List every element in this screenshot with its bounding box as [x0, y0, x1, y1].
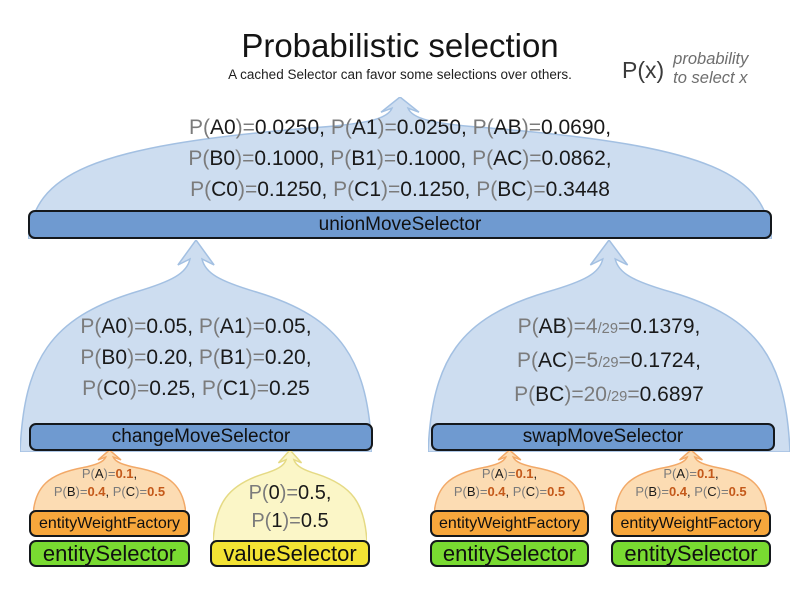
entity-weight-factory-bar: entityWeightFactory [29, 510, 190, 537]
change-probability-line: P(A0)=0.05, P(A1)=0.05, [80, 315, 312, 338]
union-probability-line: P(B0)=0.1000, P(B1)=0.1000, P(AC)=0.0862… [188, 147, 612, 170]
entity-selector-bar: entitySelector [29, 540, 190, 567]
change-probabilities: P(A0)=0.05, P(A1)=0.05, P(B0)=0.20, P(B1… [20, 311, 372, 404]
swap-move-selector-bar: swapMoveSelector [431, 423, 775, 451]
entity-weight-probability-line: P(B)=0.4, P(C)=0.5 [453, 484, 566, 499]
dome-shape [20, 240, 372, 452]
entity-weight-dome [615, 450, 767, 515]
union-probability-line: P(C0)=0.1250, P(C1)=0.1250, P(BC)=0.3448 [190, 178, 610, 201]
swap-probability-line: P(AC)=5/29=0.1724, [517, 349, 701, 372]
union-move-selector-bar: unionMoveSelector [28, 210, 772, 239]
change-distribution-dome [20, 240, 372, 452]
entity-weight-factory-bar: entityWeightFactory [430, 510, 589, 537]
page-title: Probabilistic selection [241, 27, 559, 64]
swap-probability-line: P(AB)=4/29=0.1379, [517, 315, 701, 338]
entity-selector-bar: entitySelector [430, 540, 589, 567]
dome-shape [615, 450, 767, 515]
swap-probability-line: P(BC)=20/29=0.6897 [514, 383, 704, 406]
change-move-selector-bar: changeMoveSelector [29, 423, 373, 451]
change-probability-line: P(B0)=0.20, P(B1)=0.20, [80, 346, 312, 369]
swap-distribution-dome [428, 240, 790, 452]
dome-shape [33, 450, 186, 515]
value-probability-line: P(0)=0.5, [248, 482, 332, 504]
legend-note-line2: to select x [673, 69, 748, 87]
legend-note-line1: probability [673, 50, 749, 68]
legend-note: probability to select x [673, 50, 748, 88]
entity-weight-factory-bar: entityWeightFactory [611, 510, 771, 537]
union-probability-line: P(A0)=0.0250, P(A1)=0.0250, P(AB)=0.0690… [188, 116, 612, 139]
probability-legend: P(x) probability to select x [622, 50, 748, 88]
entity-weight-probabilities: P(A)=0.1, P(B)=0.4, P(C)=0.5 [29, 465, 190, 501]
entity-weight-probabilities: P(A)=0.1, P(B)=0.4, P(C)=0.5 [430, 465, 589, 501]
value-selector-bar: valueSelector [210, 540, 370, 567]
value-probability-line: P(1)=0.5 [251, 510, 329, 532]
entity-weight-probability-line: P(B)=0.4, P(C)=0.5 [53, 484, 166, 499]
entity-weight-probability-line: P(A)=0.1, [481, 466, 538, 481]
dome-shape [434, 450, 585, 515]
union-probabilities: P(A0)=0.0250, P(A1)=0.0250, P(AB)=0.0690… [28, 112, 772, 205]
entity-weight-probability-line: P(B)=0.4, P(C)=0.5 [635, 484, 747, 499]
value-probabilities: P(0)=0.5, P(1)=0.5 [210, 479, 370, 535]
legend-symbol: P(x) [622, 57, 665, 83]
dome-shape [428, 240, 790, 452]
entity-selector-bar: entitySelector [611, 540, 771, 567]
change-probability-line: P(C0)=0.25, P(C1)=0.25 [82, 377, 310, 400]
union-distribution-dome [28, 97, 772, 239]
dome-shape [28, 97, 772, 239]
entity-weight-dome [33, 450, 186, 515]
entity-weight-probabilities: P(A)=0.1, P(B)=0.4, P(C)=0.5 [611, 465, 771, 501]
entity-weight-probability-line: P(A)=0.1, [663, 466, 719, 481]
entity-weight-probability-line: P(A)=0.1, [81, 466, 138, 481]
dome-shape [213, 450, 367, 543]
entity-weight-dome [434, 450, 585, 515]
swap-probabilities: P(AB)=4/29=0.1379, P(AC)=5/29=0.1724, P(… [428, 311, 790, 413]
page-subtitle: A cached Selector can favor some selecti… [228, 67, 572, 82]
value-dome [213, 450, 367, 543]
